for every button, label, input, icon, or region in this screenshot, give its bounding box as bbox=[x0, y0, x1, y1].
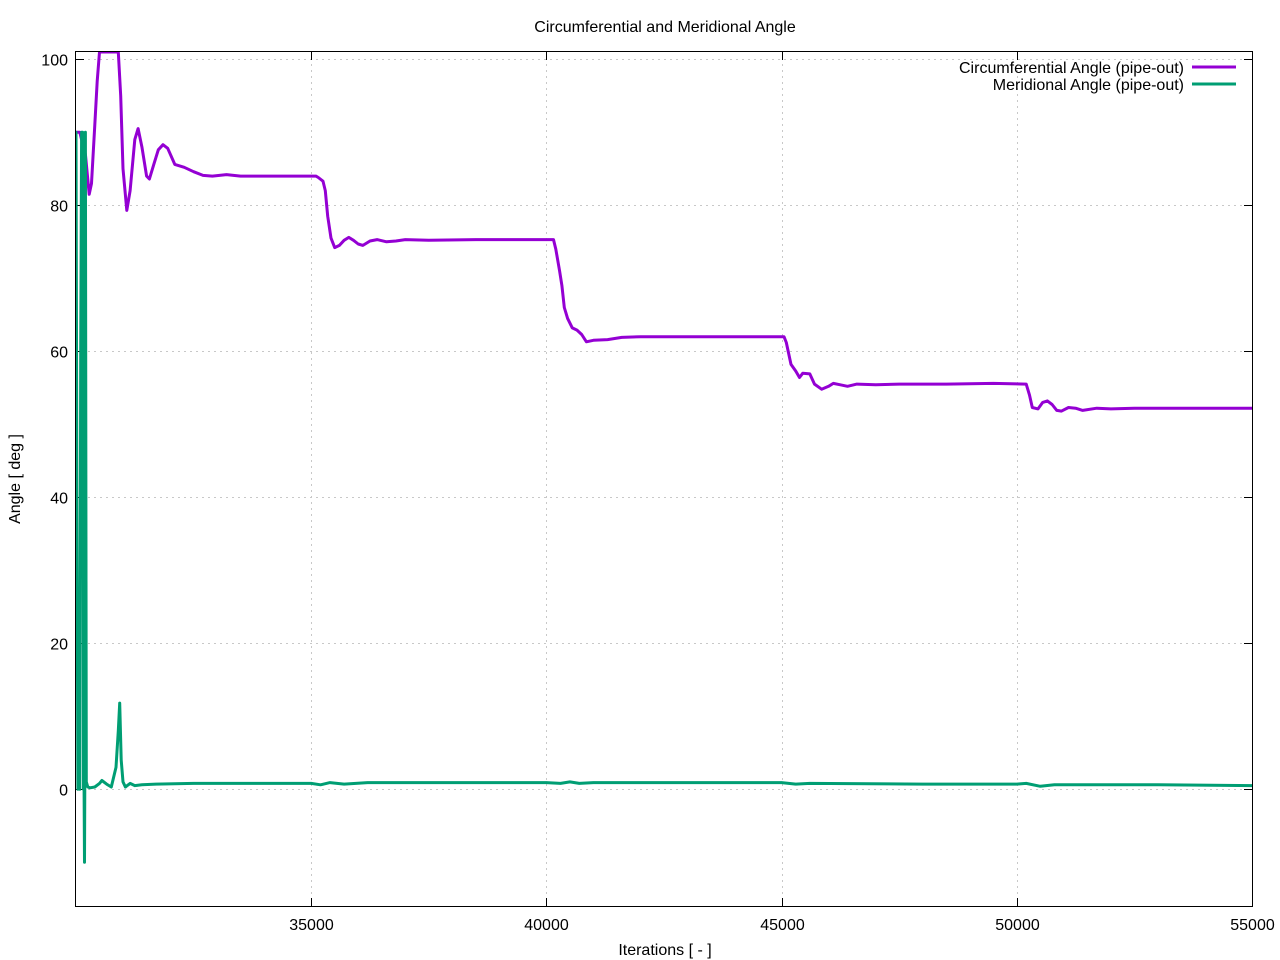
y-axis-label: Angle [ deg ] bbox=[7, 434, 24, 524]
y-tick-label: 20 bbox=[50, 637, 68, 654]
legend-label-circumferential: Circumferential Angle (pipe-out) bbox=[959, 60, 1184, 77]
series-line-meridional bbox=[76, 130, 1252, 864]
y-tick-label: 40 bbox=[50, 491, 68, 508]
y-tick-labels: 0 20 40 60 80 100 bbox=[41, 53, 68, 800]
legend-label-meridional: Meridional Angle (pipe-out) bbox=[993, 77, 1184, 94]
x-tick-labels: 35000 40000 45000 50000 55000 bbox=[289, 917, 1275, 934]
x-tick-label: 35000 bbox=[289, 917, 334, 934]
x-tick-label: 55000 bbox=[1230, 917, 1275, 934]
x-tick-label: 50000 bbox=[995, 917, 1040, 934]
chart-title: Circumferential and Meridional Angle bbox=[534, 19, 796, 36]
series-lines bbox=[76, 52, 1252, 864]
y-tick-label: 60 bbox=[50, 345, 68, 362]
legend: Circumferential Angle (pipe-out) Meridio… bbox=[959, 60, 1236, 94]
x-axis-label: Iterations [ - ] bbox=[618, 942, 711, 959]
y-tick-label: 100 bbox=[41, 53, 68, 70]
plot-frame bbox=[75, 51, 1253, 907]
x-tick-label: 40000 bbox=[524, 917, 569, 934]
y-tick-label: 80 bbox=[50, 199, 68, 216]
x-tick-label: 45000 bbox=[760, 917, 805, 934]
y-tick-label: 0 bbox=[59, 783, 68, 800]
series-line-circumferential bbox=[76, 52, 1252, 413]
